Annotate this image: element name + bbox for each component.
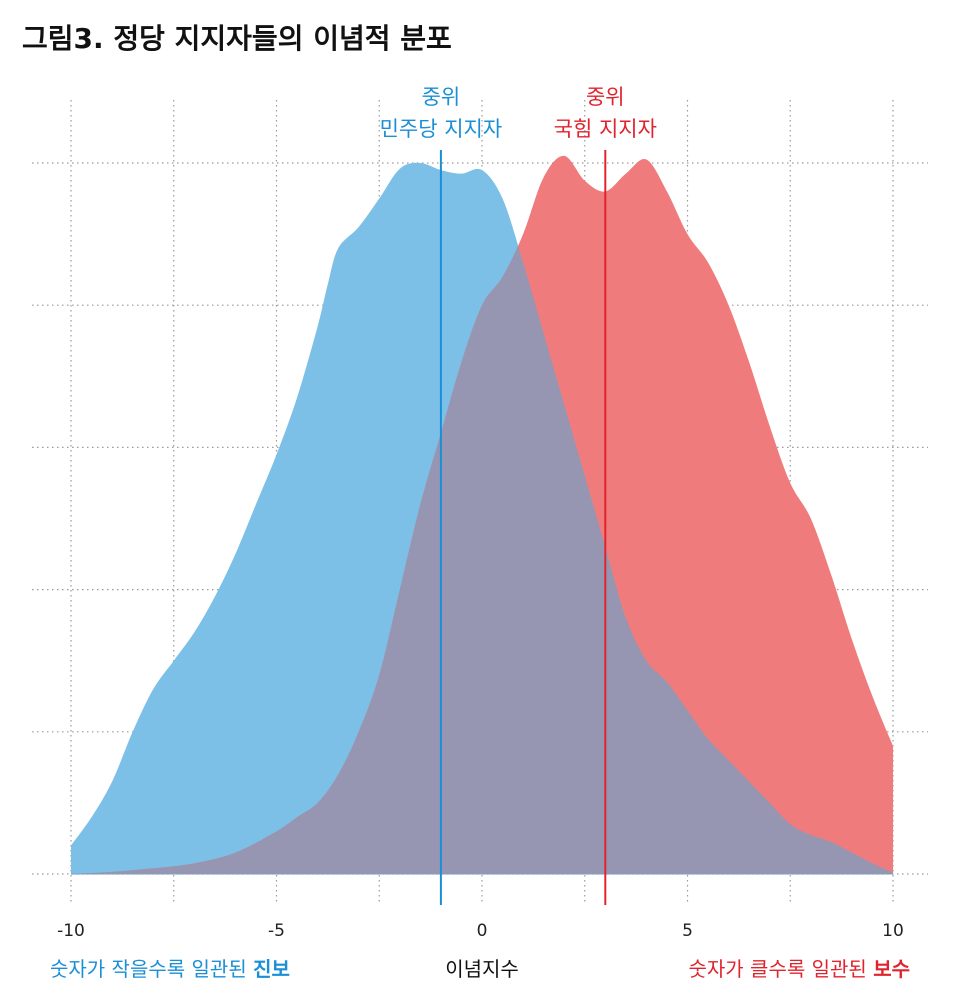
x-tick-label: 5 bbox=[682, 921, 693, 941]
x-tick-label: -10 bbox=[57, 921, 85, 941]
democratic-median-label-line1: 중위 bbox=[422, 85, 461, 109]
caption-right-bold: 보수 bbox=[873, 957, 910, 981]
x-axis-label: 이념지수 bbox=[445, 957, 519, 981]
ppp-median-label-line2: 국힘 지지자 bbox=[554, 117, 657, 141]
ppp-median-label-line1: 중위 bbox=[586, 85, 625, 109]
chart-title: 그림3. 정당 지지자들의 이념적 분포 bbox=[22, 22, 452, 55]
x-tick-label: 0 bbox=[477, 921, 488, 941]
x-tick-label: -5 bbox=[268, 921, 285, 941]
x-tick-label: 10 bbox=[882, 921, 904, 941]
caption-right: 숫자가 클수록 일관된 보수 bbox=[689, 957, 911, 981]
democratic-median-label-line2: 민주당 지지자 bbox=[380, 117, 503, 141]
caption-left-bold: 진보 bbox=[253, 957, 290, 981]
area-layer bbox=[71, 155, 893, 875]
caption-left-prefix: 숫자가 작을수록 일관된 bbox=[50, 957, 253, 981]
median-lines bbox=[439, 150, 607, 905]
caption-left: 숫자가 작을수록 일관된 진보 bbox=[50, 957, 290, 981]
caption-right-prefix: 숫자가 클수록 일관된 bbox=[689, 957, 874, 981]
